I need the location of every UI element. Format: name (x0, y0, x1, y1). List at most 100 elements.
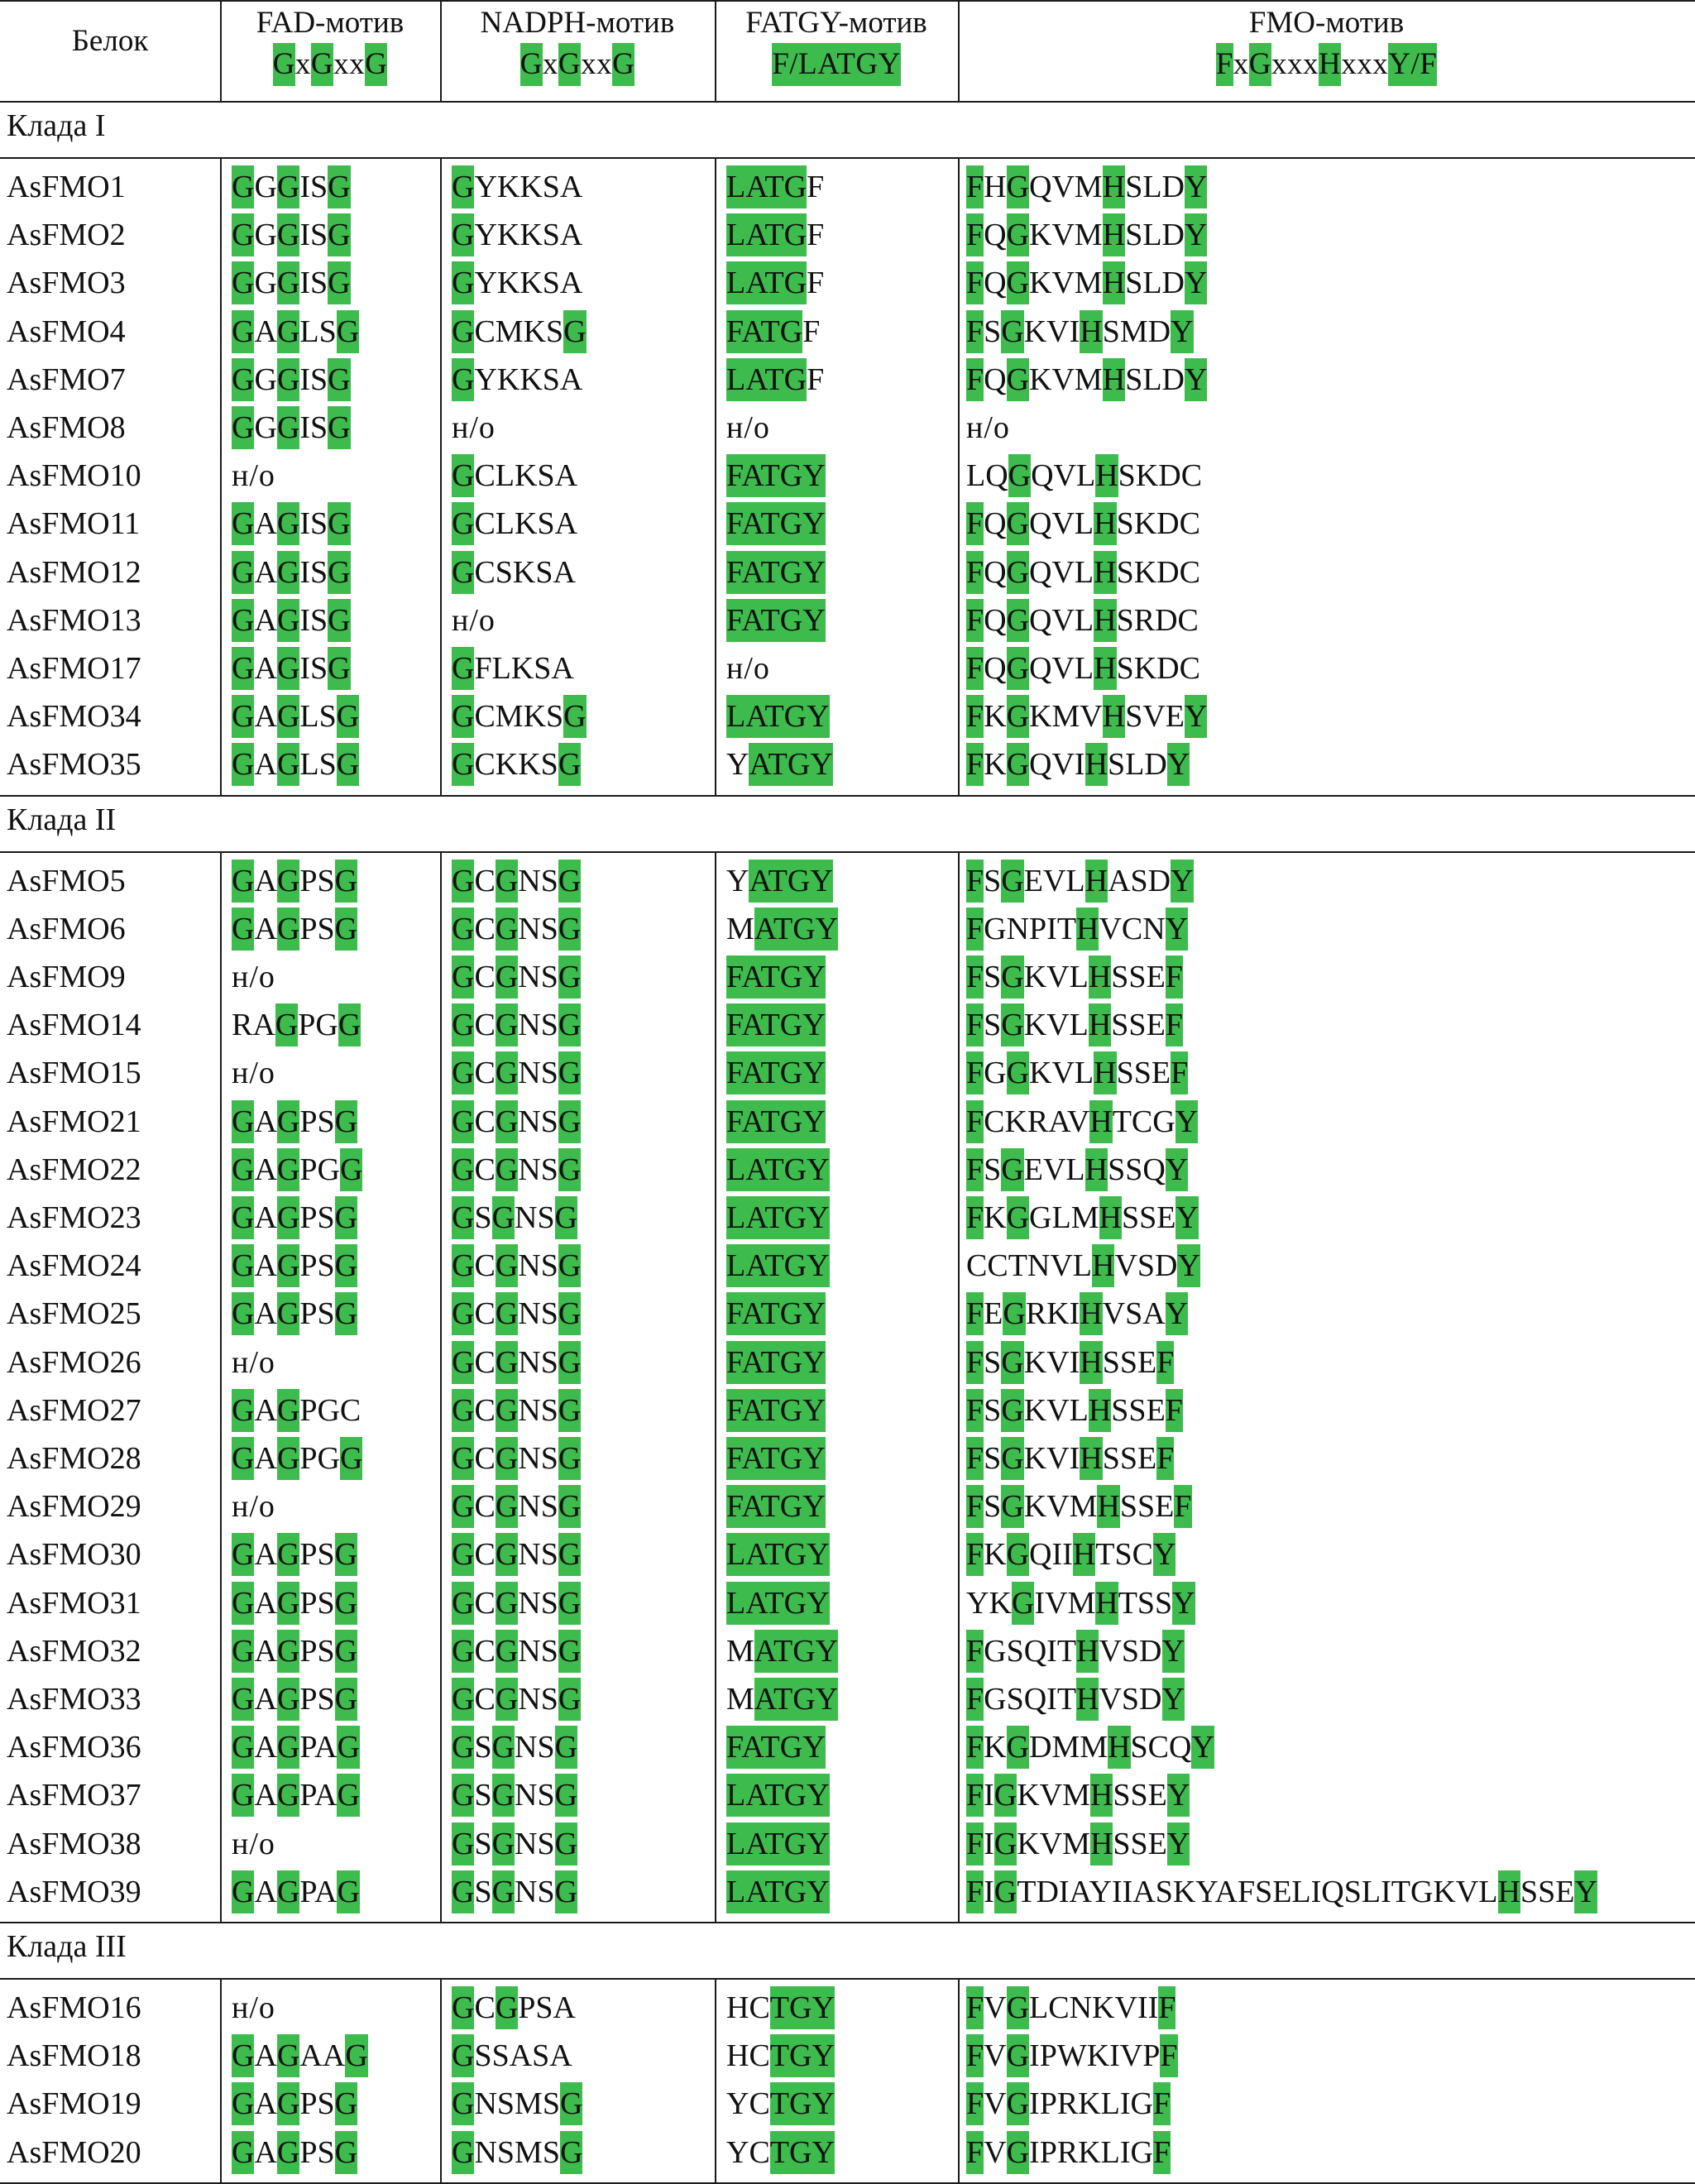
highlighted-residue: G (334, 859, 358, 903)
fmo-sequence: FIGTDIAYIIASKYAFSELIQSLITGKVLHSSEY (966, 1870, 1597, 1913)
residue: C (474, 1441, 496, 1476)
fmo-motif-cell: FQGKVMHSLDY (966, 357, 1208, 401)
fad-sequence: GAGPSG (232, 1196, 358, 1239)
highlighted-residue: G (232, 2034, 255, 2078)
highlighted-residue: G (558, 43, 582, 86)
residue: NS (518, 1248, 558, 1284)
residue: н/о (232, 1990, 275, 2025)
residue: PS (299, 1585, 335, 1621)
fad-motif-cell: GAGISG (232, 502, 351, 546)
fad-motif-cell: GGGISG (232, 261, 351, 305)
residue: FLKSA (474, 651, 574, 686)
residue: SSE (1113, 1826, 1167, 1861)
protein-name: AsFMO22 (7, 1152, 141, 1187)
fmo-motif-cell: FQGKVMHSLDY (966, 261, 1208, 305)
residue: IVM (1034, 1585, 1096, 1621)
protein-name: AsFMO16 (7, 1990, 141, 2025)
protein-name: AsFMO38 (7, 1826, 141, 1861)
highlighted-residue: G (232, 1726, 255, 1770)
highlighted-residue: G (495, 1099, 519, 1143)
residue: IS (299, 554, 328, 590)
highlighted-residue: G (491, 1822, 515, 1866)
highlighted-residue: Y (1184, 695, 1208, 739)
highlighted-residue: G (1001, 309, 1024, 353)
residue: CLKSA (474, 506, 578, 542)
highlighted-residue: G (328, 165, 351, 208)
residue: H (984, 170, 1007, 204)
residue: SSE (1102, 1344, 1157, 1380)
residue: C (474, 1008, 496, 1043)
highlighted-residue: G (452, 454, 475, 498)
fatgy-motif-cell: YCTGY (726, 2130, 835, 2174)
highlighted-residue: FATGY (726, 1726, 826, 1770)
nadph-motif-cell: GCGNSG (452, 1388, 582, 1432)
highlighted-residue: H (1076, 1629, 1099, 1673)
residue: A (254, 314, 277, 349)
fmo-motif-cell: FQGQVLHSKDC (966, 502, 1200, 546)
nadph-motif-cell: GCGPSA (452, 1986, 576, 2029)
fmo-sequence: FQGKVMHSLDY (966, 357, 1208, 401)
residue: Q (984, 218, 1007, 253)
fad-motif-cell: GAGPSG (232, 1292, 358, 1336)
fatgy-sequence: FATGY (726, 1388, 826, 1432)
fatgy-motif-cell: FATGY (726, 1003, 826, 1047)
fmo-motif-cell: н/о (966, 406, 1010, 449)
column-divider (440, 1978, 442, 2182)
residue: A (254, 1682, 277, 1717)
highlighted-residue: G (558, 1629, 582, 1673)
residue: IS (299, 506, 328, 542)
highlighted-residue: G (232, 357, 255, 401)
highlighted-residue: F (1152, 2130, 1171, 2174)
highlighted-residue: G (558, 1099, 582, 1143)
fatgy-sequence: LATGY (726, 1822, 830, 1866)
protein-name: AsFMO5 (7, 863, 126, 898)
fad-motif-cell: GAGLSG (232, 309, 360, 353)
fatgy-motif-cell: MATGY (726, 907, 839, 951)
fmo-motif-cell: FKGKMVHSVEY (966, 695, 1208, 739)
highlighted-residue: G (1006, 261, 1030, 305)
fad-motif-cell: н/о (232, 1485, 275, 1528)
residue: н/о (232, 1826, 275, 1861)
fmo-motif-cell: FGSQITHVSDY (966, 1629, 1185, 1673)
highlighted-residue: G (1006, 213, 1030, 257)
highlighted-residue: G (276, 2034, 300, 2078)
residue: S (984, 1489, 1002, 1525)
fatgy-sequence: FATGY (726, 1485, 826, 1529)
residue: KVM (1029, 266, 1103, 301)
highlighted-residue: G (452, 1051, 475, 1095)
residue: TSS (1118, 1585, 1173, 1621)
fad-sequence: GGGISG (232, 357, 351, 401)
residue: Y (726, 863, 749, 898)
fad-sequence: GAGPSG (232, 2082, 358, 2126)
highlighted-residue: F (966, 1292, 984, 1336)
fad-sequence: GAGLSG (232, 695, 360, 739)
highlighted-residue: G (1006, 2130, 1030, 2174)
residue: CMKS (474, 314, 564, 349)
fmo-motif-cell: FKGDMMHSCQY (966, 1726, 1214, 1770)
fatgy-sequence: FATGY (726, 1003, 826, 1047)
fatgy-motif-cell: FATGY (726, 1437, 826, 1480)
residue: IS (299, 651, 328, 686)
nadph-sequence: GSGNSG (452, 1870, 578, 1913)
nadph-sequence: GSGNSG (452, 1726, 578, 1770)
highlighted-residue: G (272, 43, 295, 86)
residue: C (474, 1296, 496, 1332)
residue: A (254, 1248, 277, 1284)
highlighted-residue: G (310, 43, 334, 86)
fmo-motif-cell: FQGQVLHSKDC (966, 647, 1200, 690)
fatgy-sequence: LATGY (726, 1244, 830, 1288)
fmo-motif-cell: FSGKVLHSSEF (966, 1003, 1183, 1047)
nadph-motif-cell: н/о (452, 599, 496, 642)
nadph-motif-cell: GCGNSG (452, 1533, 582, 1577)
highlighted-residue: TGY (769, 2130, 835, 2174)
highlighted-residue: FATGY (726, 502, 826, 546)
residue: EVL (1023, 1152, 1085, 1187)
fmo-sequence: FSGKVIHSSEF (966, 1340, 1175, 1384)
highlighted-residue: F (966, 213, 984, 257)
fatgy-sequence: LATGY (726, 1533, 830, 1577)
highlighted-residue: G (334, 1533, 358, 1577)
residue: C (474, 1537, 496, 1573)
fatgy-sequence: LATGY (726, 1147, 830, 1191)
residue: VSA (1102, 1296, 1166, 1332)
residue: CSKSA (474, 554, 576, 590)
